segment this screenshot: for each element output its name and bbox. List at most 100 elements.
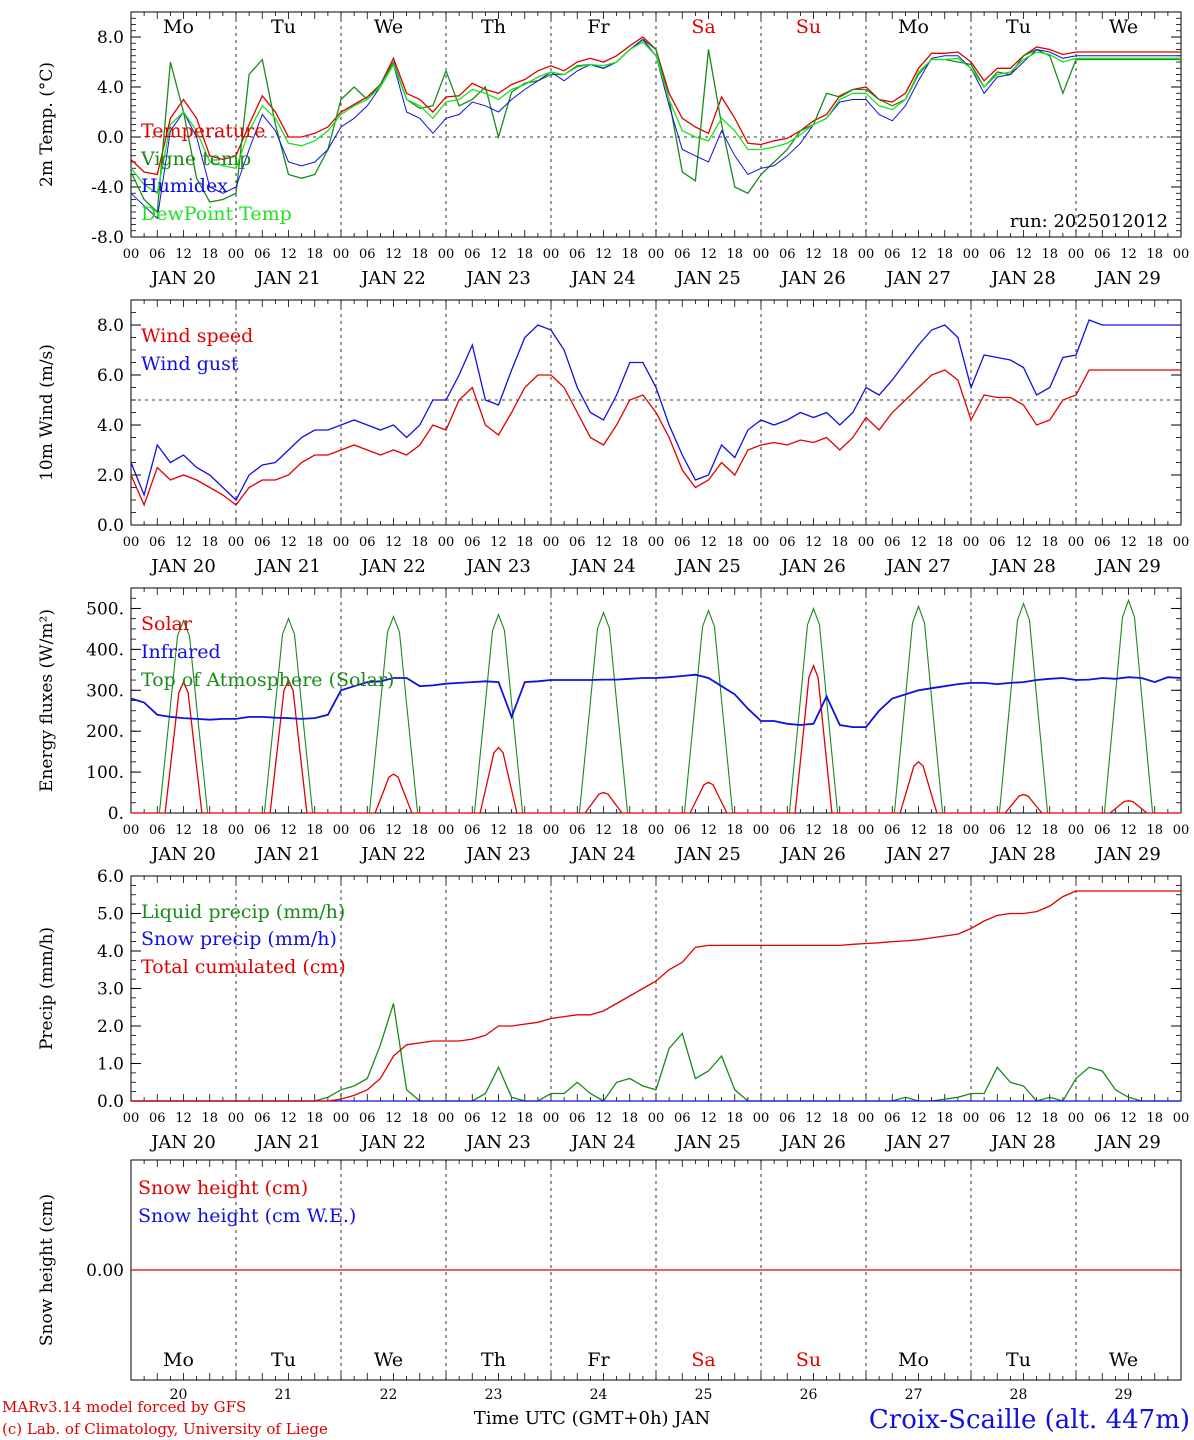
y-tick-label: 0. xyxy=(108,804,124,824)
hour-label: 18 xyxy=(1041,535,1058,550)
y-tick-label: 2.0 xyxy=(97,466,124,486)
date-label: JAN 21 xyxy=(254,556,321,577)
hour-label: 06 xyxy=(149,1111,166,1126)
hour-label: 06 xyxy=(1094,823,1111,838)
y-tick-label: 100. xyxy=(86,763,124,783)
hour-label: 00 xyxy=(1068,247,1085,262)
hour-label: 18 xyxy=(1041,247,1058,262)
date-label: JAN 20 xyxy=(149,844,216,865)
hour-label: 06 xyxy=(884,535,901,550)
date-label: JAN 26 xyxy=(779,1132,846,1153)
hour-label: 12 xyxy=(805,535,822,550)
date-label: JAN 22 xyxy=(359,268,426,289)
hour-label: 00 xyxy=(858,823,875,838)
date-label: JAN 20 xyxy=(149,1132,216,1153)
hour-label: 18 xyxy=(726,1111,743,1126)
footer: MARv3.14 model forced by GFS (c) Lab. of… xyxy=(2,1398,1190,1438)
day-number: 27 xyxy=(905,1387,923,1403)
hour-label: 06 xyxy=(569,1111,586,1126)
date-label: JAN 22 xyxy=(359,556,426,577)
y-tick-label: 400. xyxy=(86,640,124,660)
hour-label: 00 xyxy=(123,535,140,550)
weekday-label: Tu xyxy=(1006,16,1031,38)
legend-entry: Total cumulated (cm) xyxy=(141,956,346,978)
hour-label: 06 xyxy=(569,823,586,838)
date-label: JAN 21 xyxy=(254,1132,321,1153)
hour-label: 12 xyxy=(385,823,402,838)
hour-label: 12 xyxy=(490,823,507,838)
hour-label: 00 xyxy=(1173,247,1190,262)
hour-label: 12 xyxy=(280,823,297,838)
hour-label: 12 xyxy=(175,823,192,838)
y-tick-label: 8.0 xyxy=(97,28,124,48)
hour-label: 06 xyxy=(674,247,691,262)
credit-line-1: MARv3.14 model forced by GFS xyxy=(2,1398,246,1416)
y-axis-title: Snow height (cm) xyxy=(37,1194,57,1346)
hour-label: 18 xyxy=(1041,1111,1058,1126)
date-label: JAN 22 xyxy=(359,844,426,865)
time-axis-title: Time UTC (GMT+0h) JAN xyxy=(474,1408,711,1429)
hour-label: 06 xyxy=(884,247,901,262)
hour-label: 12 xyxy=(175,247,192,262)
y-axis-title: Energy fluxes (W/m²) xyxy=(37,609,57,792)
hour-label: 12 xyxy=(385,1111,402,1126)
hour-label: 06 xyxy=(779,823,796,838)
hour-label: 18 xyxy=(411,247,428,262)
panel-1: -8.0 -4.0 0.0 4.0 8.0 2m Temp. (°C) 00 06 12 18 00… xyxy=(37,11,1190,289)
series-line-total-cumulated-cm- xyxy=(131,890,1181,1102)
hour-label: 12 xyxy=(910,1111,927,1126)
hour-label: 18 xyxy=(306,1111,323,1126)
hour-label: 00 xyxy=(648,1111,665,1126)
y-tick-label: 0.0 xyxy=(97,1092,124,1112)
day-number: 22 xyxy=(380,1387,398,1403)
date-label: JAN 25 xyxy=(674,268,741,289)
date-label: JAN 26 xyxy=(779,268,846,289)
hour-label: 18 xyxy=(516,535,533,550)
hour-label: 00 xyxy=(438,535,455,550)
y-tick-label: -8.0 xyxy=(91,228,124,248)
panel-5: 0.00 Snow height (cm) Snow height (cm) Snow… xyxy=(37,1159,1182,1403)
hour-label: 00 xyxy=(1068,535,1085,550)
y-tick-label: 4.0 xyxy=(97,78,124,98)
hour-label: 12 xyxy=(805,1111,822,1126)
weekday-label: We xyxy=(374,1349,403,1371)
hour-label: 06 xyxy=(149,823,166,838)
hour-label: 12 xyxy=(385,535,402,550)
weekday-label: Tu xyxy=(271,16,296,38)
y-axis-title: Precip (mm/h) xyxy=(37,927,57,1050)
hour-label: 06 xyxy=(779,1111,796,1126)
day-number: 24 xyxy=(590,1387,608,1403)
hour-label: 00 xyxy=(543,1111,560,1126)
date-label: JAN 24 xyxy=(569,1132,636,1153)
hour-label: 06 xyxy=(1094,535,1111,550)
hour-label: 18 xyxy=(936,247,953,262)
date-label: JAN 23 xyxy=(464,1132,531,1153)
y-tick-label: 8.0 xyxy=(97,316,124,336)
date-label: JAN 29 xyxy=(1094,268,1161,289)
hour-label: 18 xyxy=(831,823,848,838)
weekday-label: We xyxy=(1109,1349,1138,1371)
date-label: JAN 21 xyxy=(254,268,321,289)
hour-label: 18 xyxy=(411,823,428,838)
hour-label: 06 xyxy=(254,247,271,262)
hour-label: 00 xyxy=(1173,1111,1190,1126)
hour-label: 12 xyxy=(490,247,507,262)
hour-label: 00 xyxy=(543,535,560,550)
legend-entry: DewPoint Temp xyxy=(141,203,292,225)
series-line-vigne-temp xyxy=(130,38,1181,214)
legend-entry: Snow precip (mm/h) xyxy=(141,928,337,950)
y-tick-label: 6.0 xyxy=(97,366,124,386)
date-label: JAN 28 xyxy=(989,1132,1056,1153)
hour-label: 06 xyxy=(254,1111,271,1126)
hour-label: 06 xyxy=(359,535,376,550)
hour-label: 06 xyxy=(989,535,1006,550)
date-label: JAN 23 xyxy=(464,268,531,289)
date-label: JAN 23 xyxy=(464,844,531,865)
date-label: JAN 26 xyxy=(779,556,846,577)
hour-label: 00 xyxy=(438,1111,455,1126)
hour-label: 00 xyxy=(753,1111,770,1126)
weekday-label: We xyxy=(374,16,403,38)
weekday-label: Mo xyxy=(898,16,929,38)
hour-label: 18 xyxy=(201,535,218,550)
hour-label: 18 xyxy=(201,1111,218,1126)
